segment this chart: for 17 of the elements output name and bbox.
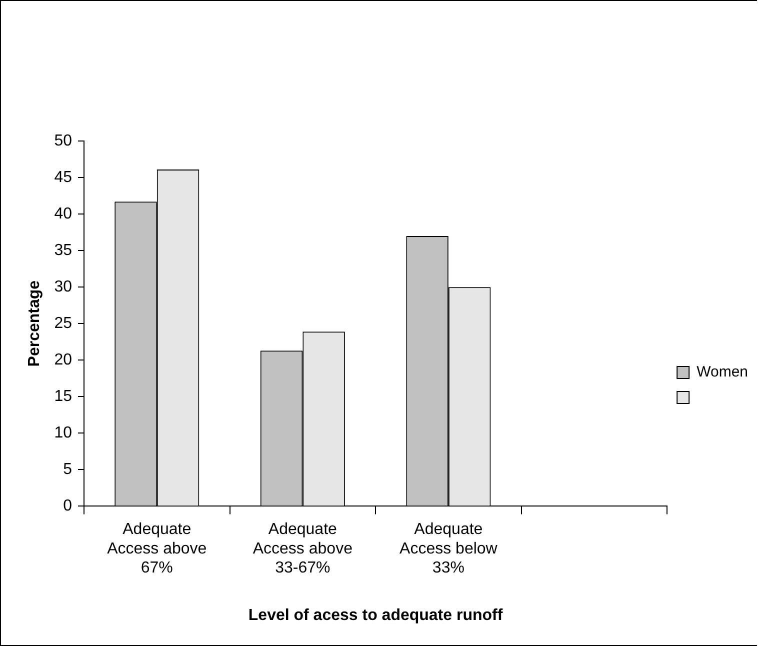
x-tick-label: Adequate Access above 67% [107, 521, 207, 577]
y-tick-label: 40 [54, 205, 72, 222]
y-tick-label: 5 [63, 461, 72, 478]
y-axis-title: Percentage [26, 280, 44, 367]
y-tick-label: 45 [54, 168, 72, 186]
y-tick-label: 20 [54, 352, 72, 369]
y-tick-label: 30 [54, 278, 72, 296]
x-tick-label: Adequate Access above 33-67% [252, 521, 353, 577]
y-tick-label: 0 [63, 498, 72, 515]
x-tick-label: Adequate Access below 33% [400, 521, 498, 577]
y-tick-label: 35 [54, 242, 72, 259]
legend-label: Women [696, 364, 748, 381]
y-tick-label: 10 [54, 424, 72, 442]
y-tick-label: 25 [54, 315, 72, 332]
y-tick-label: 15 [54, 388, 72, 406]
x-axis-title: Level of acess to adequate runoff [248, 606, 504, 624]
y-tick-label: 50 [54, 132, 72, 150]
